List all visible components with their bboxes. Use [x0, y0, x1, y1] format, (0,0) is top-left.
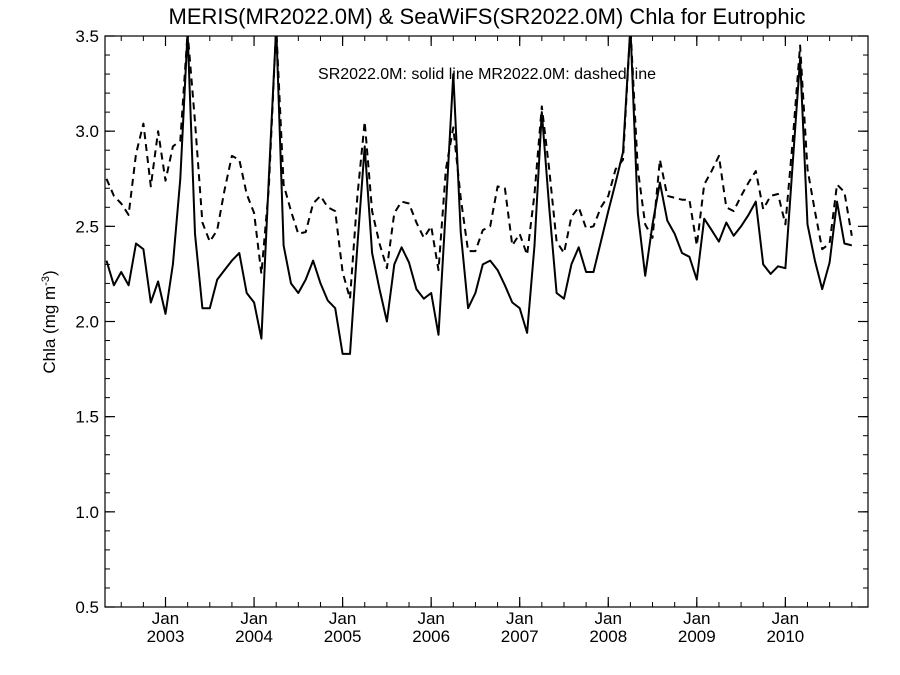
- x-tick-label-month: Jan: [240, 609, 267, 628]
- x-tick-label-month: Jan: [329, 609, 356, 628]
- plot-area: 0.51.01.52.02.53.03.5Jan2003Jan2004Jan20…: [75, 27, 869, 646]
- x-tick-label-year: 2006: [412, 627, 450, 646]
- plot-frame: [104, 35, 869, 608]
- x-tick-label-year: 2010: [766, 627, 804, 646]
- y-tick-label: 2.0: [75, 313, 99, 332]
- x-tick-label-year: 2008: [589, 627, 627, 646]
- x-tick-label-year: 2009: [678, 627, 716, 646]
- x-tick-label-month: Jan: [772, 609, 799, 628]
- x-tick-label-month: Jan: [417, 609, 444, 628]
- series-line-mr2022-0m: [105, 36, 853, 300]
- y-axis-label-superscript: -3: [40, 276, 52, 286]
- chart-title: MERIS(MR2022.0M) & SeaWiFS(SR2022.0M) Ch…: [169, 4, 806, 29]
- y-tick-label: 3.5: [75, 27, 99, 46]
- x-tick-label-year: 2005: [324, 627, 362, 646]
- x-tick-label-month: Jan: [152, 609, 179, 628]
- chart-annotation: SR2022.0M: solid line MR2022.0M: dashed …: [318, 66, 656, 83]
- x-tick-label-year: 2003: [147, 627, 185, 646]
- x-tick-label-year: 2007: [501, 627, 539, 646]
- x-tick-label-month: Jan: [506, 609, 533, 628]
- y-axis-label-close: ): [40, 270, 59, 276]
- x-tick-label-year: 2004: [235, 627, 273, 646]
- y-axis-label-text: Chla (mg m: [40, 286, 59, 374]
- y-tick-label: 1.5: [75, 408, 99, 427]
- y-tick-label: 0.5: [75, 598, 99, 617]
- y-tick-label: 3.0: [75, 122, 99, 141]
- series-line-sr2022-0m: [105, 36, 853, 355]
- y-tick-label: 1.0: [75, 503, 99, 522]
- x-tick-label-month: Jan: [595, 609, 622, 628]
- y-axis-label: Chla (mg m-3): [40, 270, 59, 373]
- x-tick-label-month: Jan: [683, 609, 710, 628]
- y-tick-label: 2.5: [75, 217, 99, 236]
